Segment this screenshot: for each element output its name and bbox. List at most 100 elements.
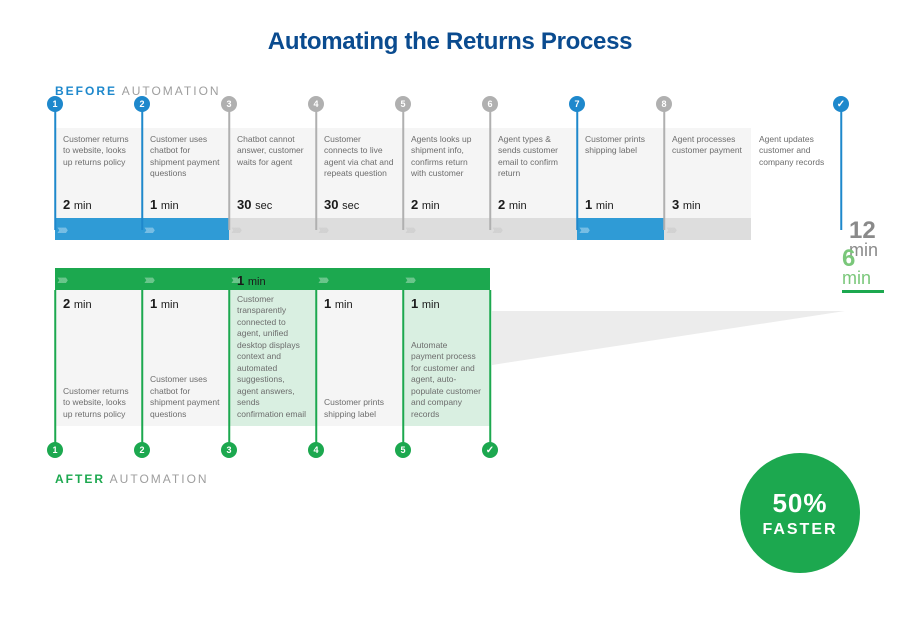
step-vline	[228, 104, 230, 230]
step-time: 1 min	[411, 296, 482, 311]
faster-badge: 50% FASTER	[740, 453, 860, 573]
step-vline	[315, 104, 317, 230]
step-node: 4	[308, 96, 324, 112]
before-step-card: Customer prints shipping label 1 min	[577, 128, 664, 218]
step-node: 2	[134, 96, 150, 112]
after-step-card: Customer prints shipping label 1 min	[316, 290, 403, 426]
after-label-rest: AUTOMATION	[105, 472, 209, 486]
after-row: 6 min ››››››››››››››››››››››››› Customer…	[55, 268, 490, 450]
badge-percent: 50%	[772, 488, 827, 519]
step-vline	[840, 104, 842, 230]
step-node: 7	[569, 96, 585, 112]
step-desc: Customer returns to website, looks up re…	[63, 134, 134, 168]
before-section-label: BEFORE AUTOMATION	[55, 84, 900, 98]
after-total: 6 min	[842, 248, 890, 293]
step-desc: Agent types & sends customer email to co…	[498, 134, 569, 180]
step-node: 1	[47, 442, 63, 458]
before-label-accent: BEFORE	[55, 84, 117, 98]
step-vline	[141, 104, 143, 230]
chevron-segment: ›››››	[142, 268, 229, 290]
badge-text: FASTER	[762, 521, 837, 539]
step-node: 6	[482, 96, 498, 112]
step-vline	[576, 104, 578, 230]
before-step-card: Customer connects to live agent via chat…	[316, 128, 403, 218]
before-final-card: Agent updates customer and company recor…	[751, 128, 841, 218]
step-time: 2 min	[411, 197, 482, 212]
after-total-value: 6	[842, 248, 890, 270]
step-time: 30 sec	[324, 197, 395, 212]
before-cards: Customer returns to website, looks up re…	[55, 104, 845, 218]
step-time: 1 min	[150, 296, 221, 311]
step-vline	[315, 290, 317, 450]
step-desc: Customer prints shipping label	[324, 397, 395, 420]
step-node: 2	[134, 442, 150, 458]
step-desc: Customer prints shipping label	[585, 134, 656, 157]
step-node: 5	[395, 96, 411, 112]
step-node: 3	[221, 442, 237, 458]
step-node: 4	[308, 442, 324, 458]
step-time: 1 min	[585, 197, 656, 212]
step-vline	[663, 104, 665, 230]
before-chevron-bar: ››››››››››››››››››››››››››››››››››››››››	[55, 218, 845, 240]
step-time: 30 sec	[237, 197, 308, 212]
chevron-segment: ›››››	[490, 218, 577, 240]
step-desc: Agent processes customer payment	[672, 134, 743, 157]
before-step-card: Customer uses chatbot for shipment payme…	[142, 128, 229, 218]
step-vline	[141, 290, 143, 450]
chevron-segment: ›››››	[316, 218, 403, 240]
step-vline	[228, 290, 230, 450]
step-node-check	[833, 96, 849, 112]
after-total-unit: min	[842, 270, 890, 286]
step-desc: Agents looks up shipment info, confirms …	[411, 134, 482, 180]
chevron-segment: ›››››	[316, 268, 403, 290]
step-time: 1 min	[150, 197, 221, 212]
step-time: 2 min	[498, 197, 569, 212]
after-cards: Customer returns to website, looks up re…	[55, 290, 490, 450]
chevron-segment: ›››››	[403, 218, 490, 240]
after-step-card: Customer transparently connected to agen…	[229, 290, 316, 426]
step-vline	[402, 104, 404, 230]
before-step-card: Agent processes customer payment 3 min	[664, 128, 751, 218]
step-node: 3	[221, 96, 237, 112]
chevron-segment: ›››››	[664, 218, 751, 240]
before-step-card: Agent types & sends customer email to co…	[490, 128, 577, 218]
step-desc: Customer returns to website, looks up re…	[63, 386, 134, 420]
before-step-card: Customer returns to website, looks up re…	[55, 128, 142, 218]
step-time: 2 min	[63, 197, 134, 212]
step-node-check	[482, 442, 498, 458]
step-desc: Customer uses chatbot for shipment payme…	[150, 134, 221, 180]
step-desc: Automate payment process for customer an…	[411, 340, 482, 420]
step-vline	[489, 290, 491, 450]
after-step-card: Customer returns to website, looks up re…	[55, 290, 142, 426]
step-vline	[54, 104, 56, 230]
step-vline	[402, 290, 404, 450]
page-title: Automating the Returns Process	[0, 28, 900, 56]
step-node: 1	[47, 96, 63, 112]
step-node: 5	[395, 442, 411, 458]
before-step-card: Agents looks up shipment info, confirms …	[403, 128, 490, 218]
step-desc: Customer transparently connected to agen…	[237, 294, 308, 420]
chevron-segment: ›››››	[577, 218, 664, 240]
step-vline	[489, 104, 491, 230]
step-time: 2 min	[63, 296, 134, 311]
step-node: 8	[656, 96, 672, 112]
step-time: 1 min	[237, 273, 308, 288]
before-label-rest: AUTOMATION	[117, 84, 221, 98]
step-desc: Customer uses chatbot for shipment payme…	[150, 374, 221, 420]
step-desc: Agent updates customer and company recor…	[759, 134, 833, 168]
step-time: 1 min	[324, 296, 395, 311]
step-desc: Customer connects to live agent via chat…	[324, 134, 395, 180]
after-step-card: Customer uses chatbot for shipment payme…	[142, 290, 229, 426]
step-time: 3 min	[672, 197, 743, 212]
chevron-segment: ›››››	[229, 218, 316, 240]
before-step-card: Chatbot cannot answer, customer waits fo…	[229, 128, 316, 218]
after-step-card: Automate payment process for customer an…	[403, 290, 490, 426]
after-label-accent: AFTER	[55, 472, 105, 486]
before-total-value: 12	[849, 220, 897, 242]
chevron-segment: ›››››	[142, 218, 229, 240]
before-row: Customer returns to website, looks up re…	[55, 104, 845, 240]
step-desc: Chatbot cannot answer, customer waits fo…	[237, 134, 308, 168]
step-vline	[54, 290, 56, 450]
chevron-segment: ›››››	[55, 268, 142, 290]
after-total-underline	[842, 290, 884, 293]
